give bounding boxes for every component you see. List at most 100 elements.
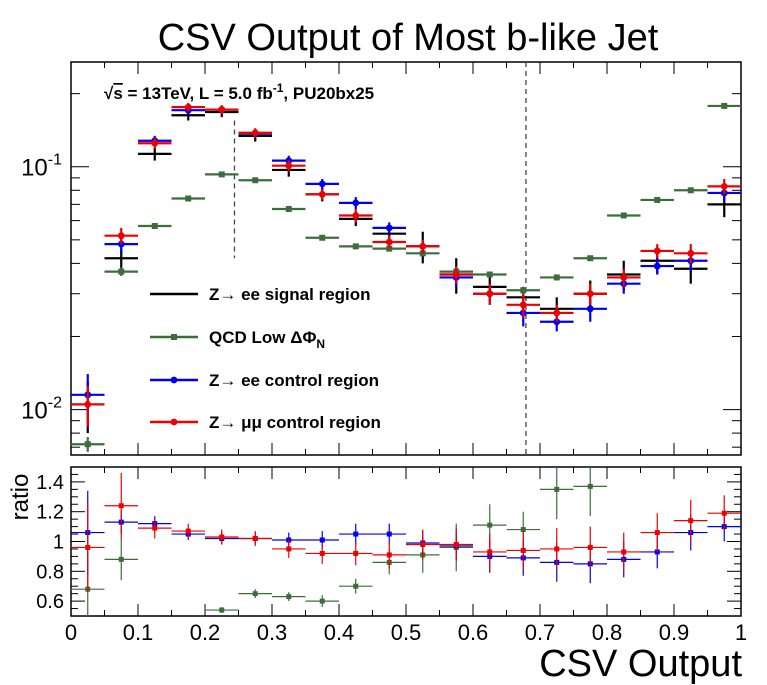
x-tick-labels: 0 0.1 0.2 0.3 0.4 0.5 0.6 0.7 0.8 0.9 1 bbox=[65, 620, 747, 645]
x-tick-label: 0.3 bbox=[257, 620, 288, 645]
ratio-data-point bbox=[353, 550, 359, 556]
data-point bbox=[118, 268, 125, 275]
legend-entry-mumu_cr: Z→ μμ control region bbox=[150, 413, 381, 432]
data-point bbox=[285, 162, 293, 170]
ratio-data-point bbox=[85, 544, 91, 550]
ratio-data-point bbox=[554, 546, 560, 552]
x-tick-label: 0.7 bbox=[525, 620, 556, 645]
legend-entry-signal: Z→ ee signal region bbox=[150, 285, 371, 304]
series-mumu_cr bbox=[71, 103, 741, 427]
ratio-data-point bbox=[152, 525, 158, 531]
legend-marker bbox=[170, 418, 178, 426]
annotation-text-2: , PU20bx25 bbox=[283, 84, 374, 103]
ratio-series-qcd_ratio bbox=[71, 467, 607, 616]
x-tick-label: 0.6 bbox=[458, 620, 489, 645]
data-point bbox=[587, 255, 594, 262]
x-tick-label: 0 bbox=[65, 620, 77, 645]
data-point bbox=[117, 232, 125, 240]
ratio-data-point bbox=[587, 544, 593, 550]
data-point bbox=[653, 247, 661, 255]
ratio-y-tick-label: 0.8 bbox=[36, 561, 64, 583]
ratio-data-point bbox=[386, 531, 392, 537]
ratio-y-tick-label: 1.4 bbox=[36, 472, 64, 494]
ratio-data-point bbox=[118, 503, 124, 509]
data-point bbox=[452, 271, 460, 278]
main-y-tick-label: 10-1 bbox=[21, 152, 62, 182]
ratio-data-point bbox=[185, 528, 191, 534]
data-point bbox=[185, 195, 192, 202]
annotation-superscript: -1 bbox=[273, 81, 284, 95]
data-point bbox=[720, 182, 728, 190]
data-point bbox=[620, 274, 628, 281]
energy-lumi-annotation: √s = 13TeV, L = 5.0 fb-1, PU20bx25 bbox=[104, 81, 374, 103]
ratio-data-point bbox=[520, 547, 526, 553]
ratio-data-point bbox=[420, 541, 426, 547]
data-point bbox=[520, 287, 527, 294]
legend: Z→ ee signal region QCD Low ΔΦN Z→ ee cont… bbox=[150, 285, 381, 432]
data-point bbox=[687, 249, 695, 257]
data-point bbox=[184, 103, 192, 111]
x-tick-label: 0.8 bbox=[592, 620, 623, 645]
data-point bbox=[319, 234, 326, 241]
data-point bbox=[285, 205, 292, 212]
data-point bbox=[352, 199, 360, 207]
ratio-data-point bbox=[487, 522, 493, 528]
data-point bbox=[218, 171, 225, 178]
legend-label: Z→ ee control region bbox=[209, 371, 379, 390]
data-point bbox=[252, 177, 259, 184]
x-tick-label: 1 bbox=[735, 620, 747, 645]
ratio-y-tick-labels: 0.6 0.8 1 1.2 1.4 bbox=[36, 472, 64, 613]
ratio-data-point bbox=[286, 546, 292, 552]
legend-entry-ee_cr: Z→ ee control region bbox=[150, 371, 379, 390]
ratio-y-axis-label: ratio bbox=[7, 474, 34, 521]
main-data-points bbox=[71, 102, 741, 452]
data-point bbox=[151, 139, 159, 147]
main-y-tick-label: 10-2 bbox=[21, 395, 62, 425]
legend-marker bbox=[171, 334, 177, 340]
ratio-data-point bbox=[587, 483, 593, 489]
data-point bbox=[553, 274, 560, 281]
series-signal bbox=[71, 107, 741, 434]
ratio-y-tick-label: 1 bbox=[53, 532, 64, 554]
data-point bbox=[218, 106, 226, 113]
ratio-data-point bbox=[487, 549, 493, 555]
data-point bbox=[486, 290, 494, 298]
ratio-data-point bbox=[286, 594, 292, 600]
ratio-data-point bbox=[353, 583, 359, 589]
ratio-data-point bbox=[118, 556, 124, 562]
ratio-series-ee_ratio bbox=[71, 490, 741, 584]
legend-label: QCD Low ΔΦN bbox=[209, 328, 325, 351]
x-tick-label: 0.1 bbox=[123, 620, 154, 645]
annotation-text-1: = 13TeV, L = 5.0 fb bbox=[123, 84, 273, 103]
data-point bbox=[385, 238, 393, 246]
legend-label: Z→ ee signal region bbox=[209, 285, 371, 304]
ratio-data-point bbox=[252, 536, 258, 542]
ratio-data-point bbox=[219, 534, 225, 540]
data-point bbox=[385, 224, 393, 232]
data-point bbox=[687, 187, 694, 194]
data-point bbox=[486, 271, 493, 278]
series-ee_cr bbox=[71, 105, 741, 421]
data-point bbox=[721, 102, 728, 109]
ratio-data-point bbox=[319, 537, 325, 543]
ratio-data-point bbox=[654, 530, 660, 536]
data-point bbox=[318, 190, 326, 198]
main-axis-ticks bbox=[70, 62, 742, 455]
sqrt-s: s bbox=[113, 84, 122, 103]
data-point bbox=[620, 212, 627, 219]
x-tick-label: 0.5 bbox=[391, 620, 422, 645]
ratio-data-point bbox=[520, 527, 526, 533]
data-point bbox=[352, 212, 360, 219]
ratio-data-point bbox=[386, 552, 392, 558]
ratio-plot-frame bbox=[70, 466, 742, 617]
ratio-data-point bbox=[319, 598, 325, 604]
legend-label: Z→ μμ control region bbox=[209, 413, 381, 432]
legend-entry-qcd: QCD Low ΔΦN bbox=[150, 328, 325, 351]
ratio-y-tick-label: 1.2 bbox=[36, 502, 64, 524]
ratio-data-point bbox=[721, 510, 727, 516]
ratio-data-point bbox=[219, 607, 225, 613]
ratio-data-points bbox=[71, 467, 741, 616]
ratio-data-point bbox=[688, 518, 694, 524]
data-point bbox=[84, 401, 92, 408]
